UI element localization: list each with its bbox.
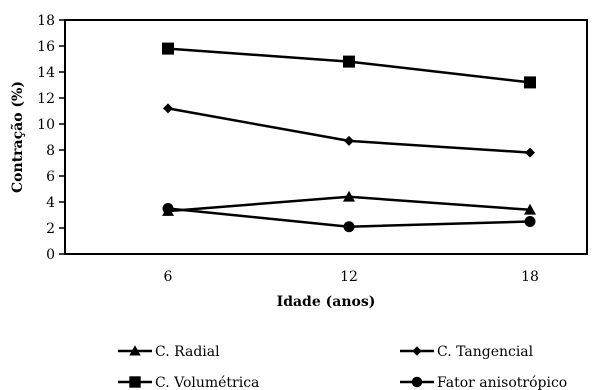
circle-marker <box>162 203 174 214</box>
series-layer <box>162 42 536 233</box>
diamond-marker <box>525 147 535 158</box>
legend-entry: C. Volumétrica <box>118 375 259 390</box>
triangle-marker <box>524 203 536 215</box>
legend-entry: C. Radial <box>118 344 220 360</box>
y-tick-label: 18 <box>37 13 55 29</box>
y-tick-label: 2 <box>46 221 55 237</box>
x-axis-title: Idade (anos) <box>277 294 376 310</box>
y-tick-label: 4 <box>46 195 55 211</box>
legend-label: Fator anisotrópico <box>437 375 567 390</box>
legend-label: C. Volumétrica <box>155 375 259 390</box>
plot-area-frame <box>64 19 588 255</box>
diamond-marker <box>344 135 354 146</box>
x-axis-ticks: 6 12 18 <box>164 269 539 285</box>
legend: C. Radial C. Tangencial C. Volumétrica Fato… <box>118 344 567 390</box>
series-diamond <box>163 103 535 158</box>
diamond-marker <box>163 103 173 114</box>
legend-entry: C. Tangencial <box>400 344 534 360</box>
triangle-marker <box>129 345 141 356</box>
series-line <box>167 107 531 154</box>
series-triangle <box>162 190 536 216</box>
y-tick-label: 6 <box>46 169 55 185</box>
y-axis-ticks: 0 2 4 6 8 10 12 14 16 18 <box>37 13 65 263</box>
square-marker <box>524 76 536 89</box>
x-tick-label: 6 <box>164 269 173 285</box>
y-tick-label: 14 <box>37 65 55 81</box>
series-square <box>162 42 536 89</box>
legend-entry: Fator anisotrópico <box>400 375 567 390</box>
square-marker <box>343 55 355 68</box>
circle-marker <box>411 376 423 388</box>
y-tick-label: 16 <box>37 39 55 55</box>
circle-marker <box>524 216 536 227</box>
y-tick-label: 12 <box>37 91 55 107</box>
triangle-marker <box>343 190 355 202</box>
y-axis-title: Contração (%) <box>9 81 26 193</box>
x-tick-label: 12 <box>340 269 358 285</box>
y-tick-label: 10 <box>37 117 55 133</box>
square-marker <box>129 376 141 388</box>
y-tick-label: 0 <box>46 247 55 263</box>
diamond-marker <box>412 346 422 356</box>
circle-marker <box>343 221 355 233</box>
legend-label: C. Radial <box>155 344 220 360</box>
x-tick-label: 18 <box>521 269 539 285</box>
y-tick-label: 8 <box>46 143 55 159</box>
square-marker <box>162 42 174 55</box>
series-circle <box>162 203 536 233</box>
legend-label: C. Tangencial <box>437 344 534 360</box>
